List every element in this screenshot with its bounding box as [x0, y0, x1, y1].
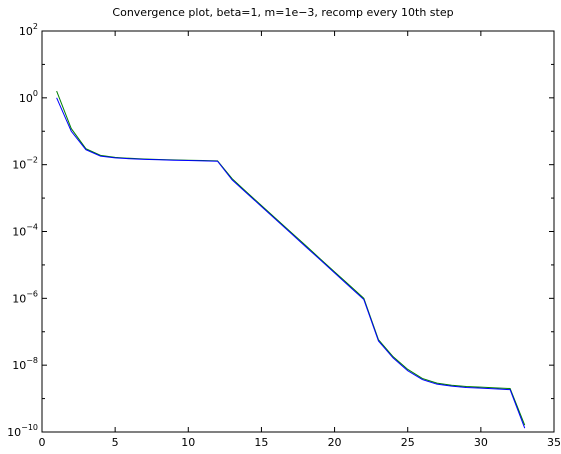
- x-tick-label: 15: [254, 436, 268, 449]
- y-tick-label: 10−4: [12, 223, 38, 239]
- x-tick-label: 25: [401, 436, 415, 449]
- chart-title: Convergence plot, beta=1, m=1e−3, recomp…: [112, 6, 453, 19]
- series-layer: [56, 90, 526, 429]
- y-tick-label: 100: [19, 89, 38, 105]
- series-line-2: [56, 97, 526, 429]
- y-tick-label: 10−6: [12, 289, 38, 305]
- x-tick-label: 30: [474, 436, 488, 449]
- x-tick-label: 10: [181, 436, 195, 449]
- y-tick-label: 10−8: [12, 356, 38, 372]
- x-tick-label: 5: [112, 436, 119, 449]
- x-tick-label: 20: [328, 436, 342, 449]
- axis-ticks: 0 5 10 15 20 25 30 35 102 100 10−2 10−4 10−6 10−8 10−1…: [7, 22, 561, 449]
- x-tick-label: 35: [547, 436, 561, 449]
- plot-frame: [41, 30, 555, 433]
- y-tick-label: 10−2: [12, 156, 38, 172]
- y-tick-label: 10−10: [7, 423, 38, 439]
- x-tick-label: 0: [39, 436, 46, 449]
- y-tick-label: 102: [19, 22, 38, 38]
